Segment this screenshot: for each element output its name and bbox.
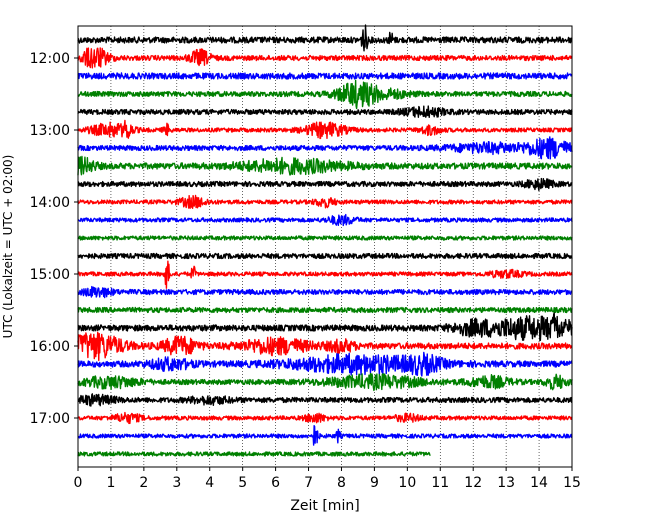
seismogram-trace <box>77 451 431 457</box>
y-axis-label: UTC (Lokalzeit = UTC + 02:00) <box>1 155 15 339</box>
seismogram-trace <box>77 155 573 176</box>
x-tick-label: 12 <box>464 475 482 491</box>
seismogram-trace <box>77 252 573 260</box>
seismogram-trace <box>77 79 573 110</box>
seismogram-trace <box>77 24 573 52</box>
seismogram-trace <box>77 47 573 69</box>
seismogram-trace <box>77 105 573 119</box>
x-tick-label: 3 <box>172 475 181 491</box>
seismogram-trace <box>77 235 573 241</box>
x-tick-label: 8 <box>337 475 346 491</box>
x-tick-label: 2 <box>139 475 148 491</box>
x-tick-label: 5 <box>238 475 247 491</box>
seismogram-trace <box>77 260 573 289</box>
x-tick-label: 11 <box>431 475 449 491</box>
x-tick-label: 0 <box>74 475 83 491</box>
y-tick-label: 14:00 <box>30 195 70 211</box>
y-tick-label: 17:00 <box>30 411 70 427</box>
y-tick-label: 15:00 <box>30 267 70 283</box>
x-tick-label: 9 <box>370 475 379 491</box>
x-axis-ticks: 0 1 2 3 4 5 6 7 8 9 10 11 12 13 14 15 <box>74 467 581 491</box>
seismogram-trace <box>77 312 573 342</box>
x-tick-label: 1 <box>106 475 115 491</box>
seismogram-trace <box>77 393 573 407</box>
seismogram-trace <box>77 306 573 314</box>
y-tick-label: 16:00 <box>30 339 70 355</box>
seismogram-trace <box>77 372 573 392</box>
seismogram-trace <box>77 285 573 299</box>
seismogram-trace <box>77 194 573 210</box>
seismogram-trace <box>77 72 573 80</box>
plot-frame <box>77 25 573 468</box>
seismogram-trace <box>77 425 573 446</box>
x-tick-label: 4 <box>205 475 214 491</box>
seismogram-trace <box>77 331 573 362</box>
trace-layer <box>77 24 573 457</box>
x-tick-label: 6 <box>271 475 280 491</box>
seismogram-trace <box>77 119 573 140</box>
x-tick-label: 13 <box>497 475 515 491</box>
seismogram-trace <box>77 351 573 377</box>
seismogram-trace <box>77 136 573 160</box>
x-axis-label: Zeit [min] <box>290 498 359 514</box>
x-tick-label: 10 <box>398 475 416 491</box>
x-tick-label: 7 <box>304 475 313 491</box>
seismogram-trace <box>77 411 573 425</box>
x-tick-label: 14 <box>530 475 548 491</box>
y-tick-label: 13:00 <box>30 123 70 139</box>
x-tick-label: 15 <box>563 475 581 491</box>
y-axis-ticks: 12:00 13:00 14:00 15:00 16:00 17:00 <box>30 51 78 427</box>
seismogram-trace <box>77 177 573 192</box>
seismogram-trace <box>77 213 573 227</box>
y-tick-label: 12:00 <box>30 51 70 67</box>
